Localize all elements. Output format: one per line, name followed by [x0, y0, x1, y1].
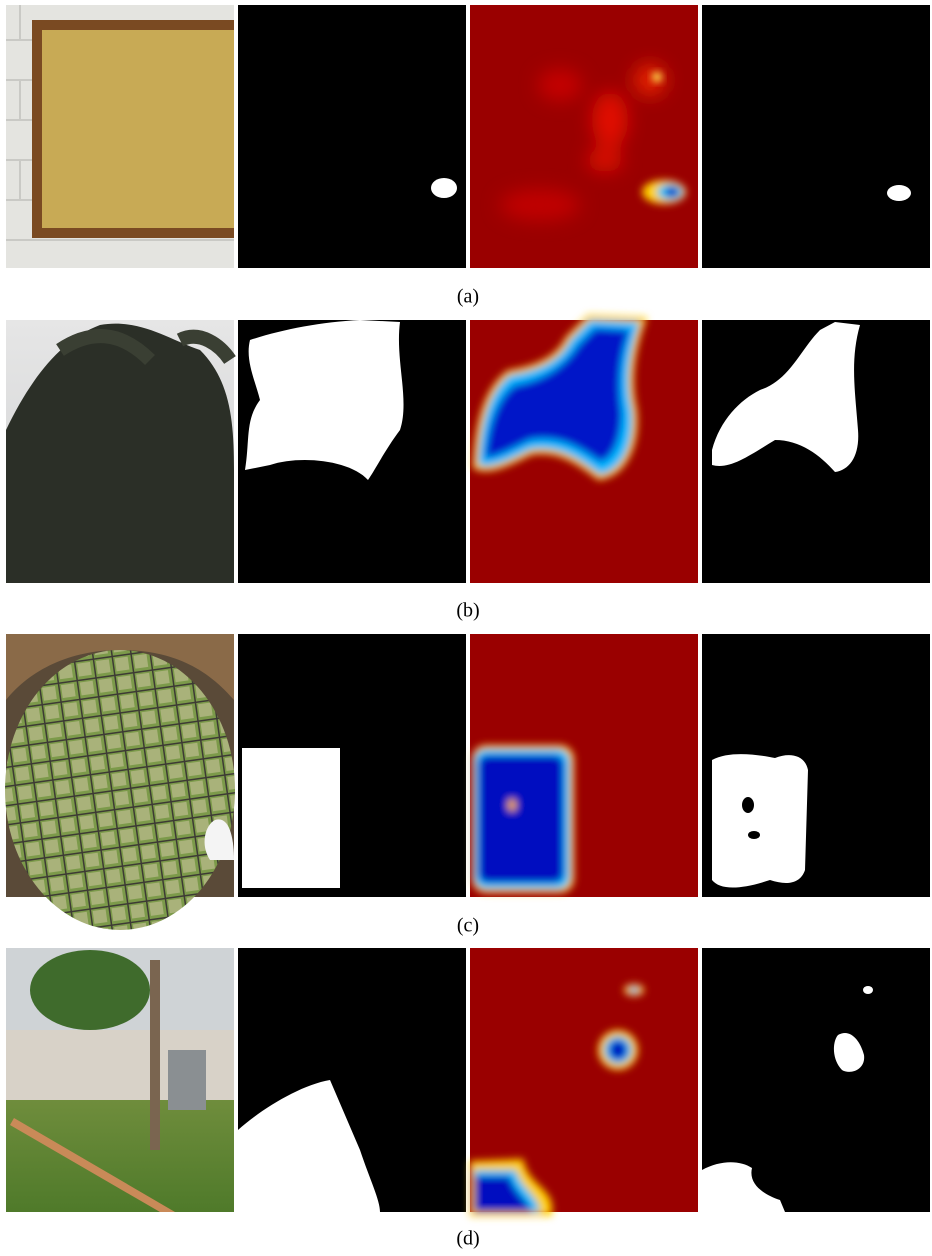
trees	[30, 950, 150, 1030]
tree	[6, 323, 234, 583]
row-b: (b)	[6, 314, 930, 622]
heat-blob	[472, 314, 647, 481]
hole	[742, 797, 754, 813]
paper	[204, 819, 234, 860]
mask-blob	[245, 320, 404, 480]
hot-spot	[652, 72, 662, 82]
caption: (a)	[457, 286, 479, 308]
grass	[6, 1100, 234, 1212]
caption: (d)	[456, 1228, 479, 1250]
board	[42, 30, 234, 228]
hole	[748, 831, 760, 839]
mask	[238, 5, 466, 268]
caption: (c)	[457, 915, 479, 937]
result-blob	[712, 322, 860, 472]
heat-spots	[500, 64, 666, 221]
row-d: (d)	[6, 948, 930, 1250]
mask-blob	[238, 1080, 380, 1212]
result	[702, 5, 930, 268]
result-blob	[887, 185, 911, 201]
mask-rect	[242, 748, 340, 888]
caption: (b)	[456, 600, 479, 622]
heat-blob	[472, 745, 574, 893]
row-a: (a)	[6, 5, 930, 308]
brick-lines	[6, 5, 234, 241]
mask-blob	[431, 178, 457, 198]
branches	[56, 329, 236, 366]
result-blob	[863, 986, 873, 994]
result-blob	[712, 754, 808, 888]
result-blob	[702, 1162, 785, 1212]
path	[10, 1118, 175, 1212]
heat-blob	[470, 984, 644, 1216]
post	[150, 960, 160, 1150]
leaves	[6, 634, 234, 700]
result-blob	[833, 1032, 865, 1072]
row-c: (c)	[5, 634, 930, 937]
box	[168, 1050, 206, 1110]
heatmap	[470, 5, 698, 268]
heat-blob	[642, 180, 686, 204]
mesh	[5, 650, 235, 930]
